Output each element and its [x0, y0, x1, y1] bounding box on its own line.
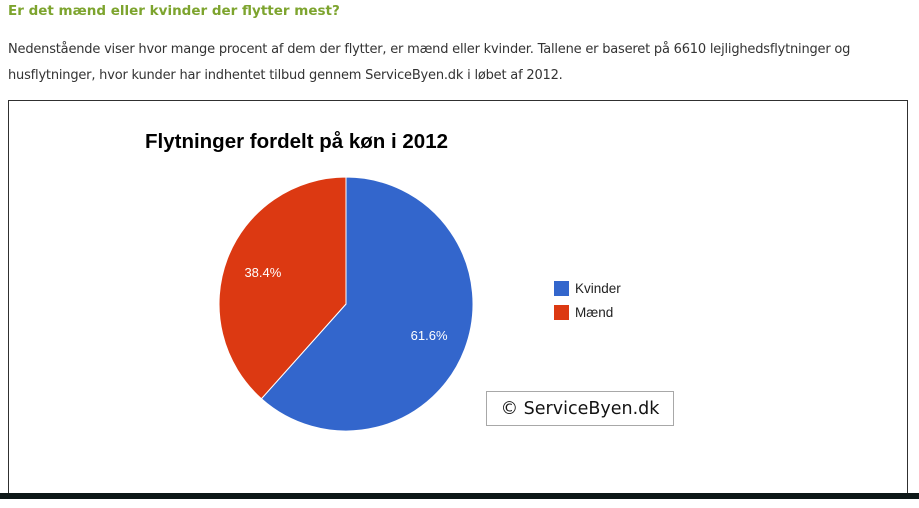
footer-bar: [0, 493, 919, 499]
pie-slice-label: 61.6%: [411, 328, 448, 343]
chart-legend: Kvinder Mænd: [554, 281, 621, 320]
chart-title: Flytninger fordelt på køn i 2012: [145, 130, 449, 153]
pie-slice-maend[interactable]: [218, 176, 347, 400]
legend-swatch-icon: [554, 305, 569, 320]
page-title: Er det mænd eller kvinder der flytter me…: [8, 3, 340, 19]
pie-chart: 61.6% 38.4%: [218, 176, 474, 432]
pie-slice-label: 38.4%: [244, 265, 281, 280]
watermark: © ServiceByen.dk: [486, 391, 674, 426]
legend-swatch-icon: [554, 281, 569, 296]
legend-item-kvinder: Kvinder: [554, 281, 621, 296]
chart-container: Flytninger fordelt på køn i 2012 61.6% 38…: [8, 100, 908, 496]
legend-item-maend: Mænd: [554, 305, 621, 320]
legend-label: Mænd: [575, 305, 614, 320]
legend-label: Kvinder: [575, 281, 621, 296]
intro-paragraph: Nedenstående viser hvor mange procent af…: [8, 42, 851, 83]
pie-slice-kvinder[interactable]: [260, 176, 474, 432]
